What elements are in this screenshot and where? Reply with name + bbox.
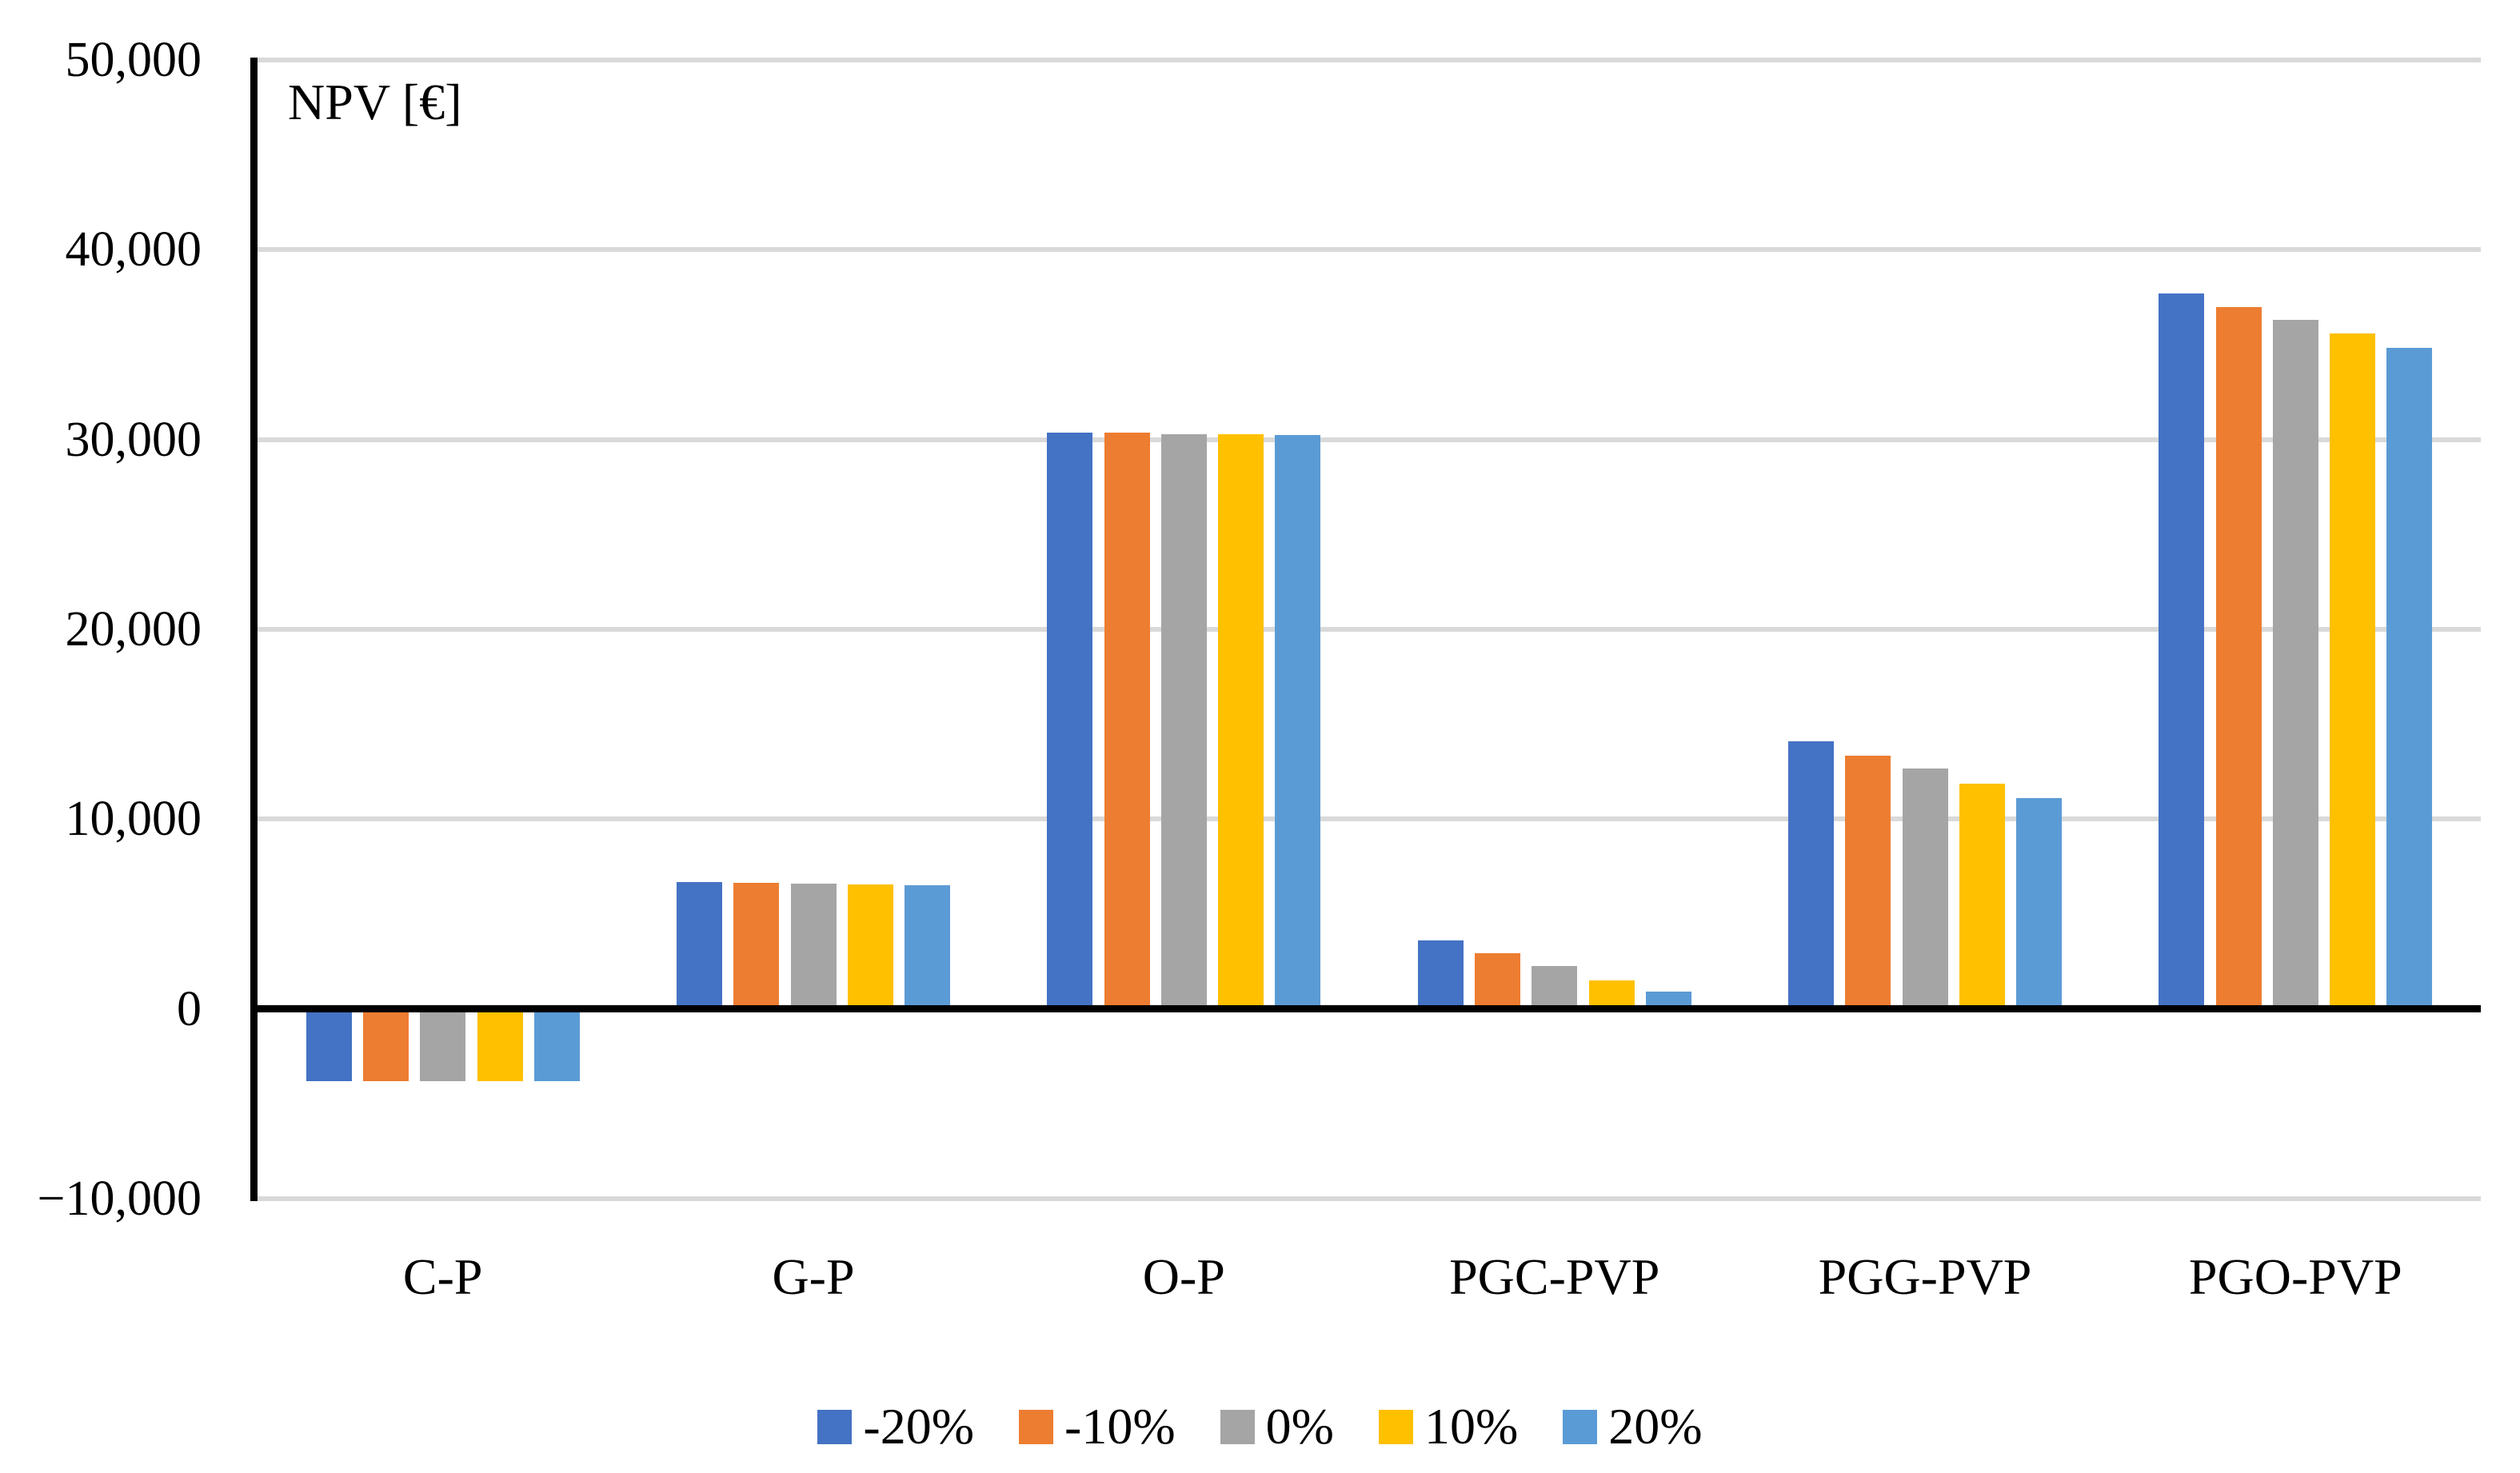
gridline bbox=[258, 437, 2481, 442]
y-tick-label: −10,000 bbox=[37, 1172, 202, 1226]
bar-PGC-PVP-20% bbox=[1645, 992, 1691, 1009]
bar-C-P--20% bbox=[306, 1008, 352, 1081]
y-axis-title: NPV [€] bbox=[288, 74, 462, 130]
gridline bbox=[258, 627, 2481, 632]
legend: -20% -10% 0% 10% 20% bbox=[0, 1393, 2520, 1460]
legend-swatch bbox=[1378, 1409, 1413, 1444]
x-category-label: O-P bbox=[1142, 1248, 1225, 1305]
legend-label: 10% bbox=[1424, 1398, 1519, 1455]
bar-C-P--10% bbox=[362, 1008, 409, 1081]
x-category-label: G-P bbox=[772, 1248, 855, 1305]
legend-item--20%: -20% bbox=[817, 1393, 974, 1460]
y-axis-line bbox=[250, 58, 258, 1201]
legend-label: -10% bbox=[1064, 1398, 1176, 1455]
bar-PGG-PVP-20% bbox=[2016, 798, 2063, 1009]
bar-C-P-0% bbox=[420, 1008, 466, 1081]
gridline bbox=[258, 247, 2481, 253]
y-tick-label: 30,000 bbox=[65, 412, 202, 467]
x-category-label: PGG-PVP bbox=[1818, 1248, 2032, 1305]
legend-swatch bbox=[1563, 1409, 1598, 1444]
bar-C-P-20% bbox=[533, 1008, 580, 1081]
legend-item--10%: -10% bbox=[1019, 1393, 1176, 1460]
bar-G-P--20% bbox=[676, 881, 722, 1009]
bar-O-P-0% bbox=[1160, 433, 1207, 1009]
legend-label: 20% bbox=[1608, 1398, 1703, 1455]
bar-PGO-PVP-20% bbox=[2386, 347, 2433, 1009]
legend-item-0%: 0% bbox=[1220, 1393, 1334, 1460]
legend-label: 0% bbox=[1265, 1398, 1334, 1455]
bar-PGG-PVP-0% bbox=[1902, 768, 1948, 1009]
x-category-label: PGC-PVP bbox=[1449, 1248, 1660, 1305]
x-axis-zero-line bbox=[250, 1005, 2481, 1013]
legend-swatch bbox=[1019, 1409, 1054, 1444]
gridline bbox=[258, 58, 2481, 62]
legend-item-20%: 20% bbox=[1563, 1393, 1703, 1460]
bar-O-P-20% bbox=[1275, 434, 1321, 1009]
x-category-label: PGO-PVP bbox=[2188, 1248, 2402, 1305]
legend-swatch bbox=[1220, 1409, 1255, 1444]
bar-C-P-10% bbox=[477, 1008, 523, 1081]
bar-G-P--10% bbox=[733, 882, 780, 1009]
bar-O-P--10% bbox=[1104, 433, 1150, 1009]
y-tick-label: 20,000 bbox=[65, 602, 202, 657]
bar-PGG-PVP--10% bbox=[1845, 755, 1891, 1009]
y-tick-label: 40,000 bbox=[65, 222, 202, 277]
bar-PGO-PVP-0% bbox=[2272, 320, 2318, 1009]
y-tick-label: 10,000 bbox=[65, 792, 202, 847]
bar-G-P-10% bbox=[847, 884, 893, 1009]
bar-O-P--20% bbox=[1047, 433, 1093, 1009]
gridline bbox=[258, 1196, 2481, 1201]
gridline bbox=[258, 816, 2481, 822]
legend-item-10%: 10% bbox=[1378, 1393, 1519, 1460]
bar-PGC-PVP-0% bbox=[1532, 966, 1578, 1009]
bar-PGC-PVP--10% bbox=[1474, 952, 1520, 1009]
bar-PGC-PVP-10% bbox=[1588, 980, 1635, 1009]
y-tick-label: 50,000 bbox=[65, 33, 202, 87]
bar-G-P-0% bbox=[790, 884, 837, 1009]
legend-swatch bbox=[817, 1409, 853, 1444]
bar-G-P-20% bbox=[905, 885, 951, 1009]
y-tick-label: 0 bbox=[177, 981, 202, 1036]
bar-PGO-PVP--20% bbox=[2159, 293, 2205, 1009]
bar-PGG-PVP-10% bbox=[1959, 784, 2005, 1009]
bar-PGO-PVP--10% bbox=[2215, 306, 2262, 1009]
bar-PGG-PVP--20% bbox=[1787, 741, 1834, 1009]
bar-PGO-PVP-10% bbox=[2330, 333, 2376, 1009]
x-category-label: C-P bbox=[402, 1248, 483, 1305]
legend-label: -20% bbox=[863, 1398, 975, 1455]
bar-PGC-PVP--20% bbox=[1417, 940, 1464, 1009]
bar-O-P-10% bbox=[1218, 433, 1264, 1009]
